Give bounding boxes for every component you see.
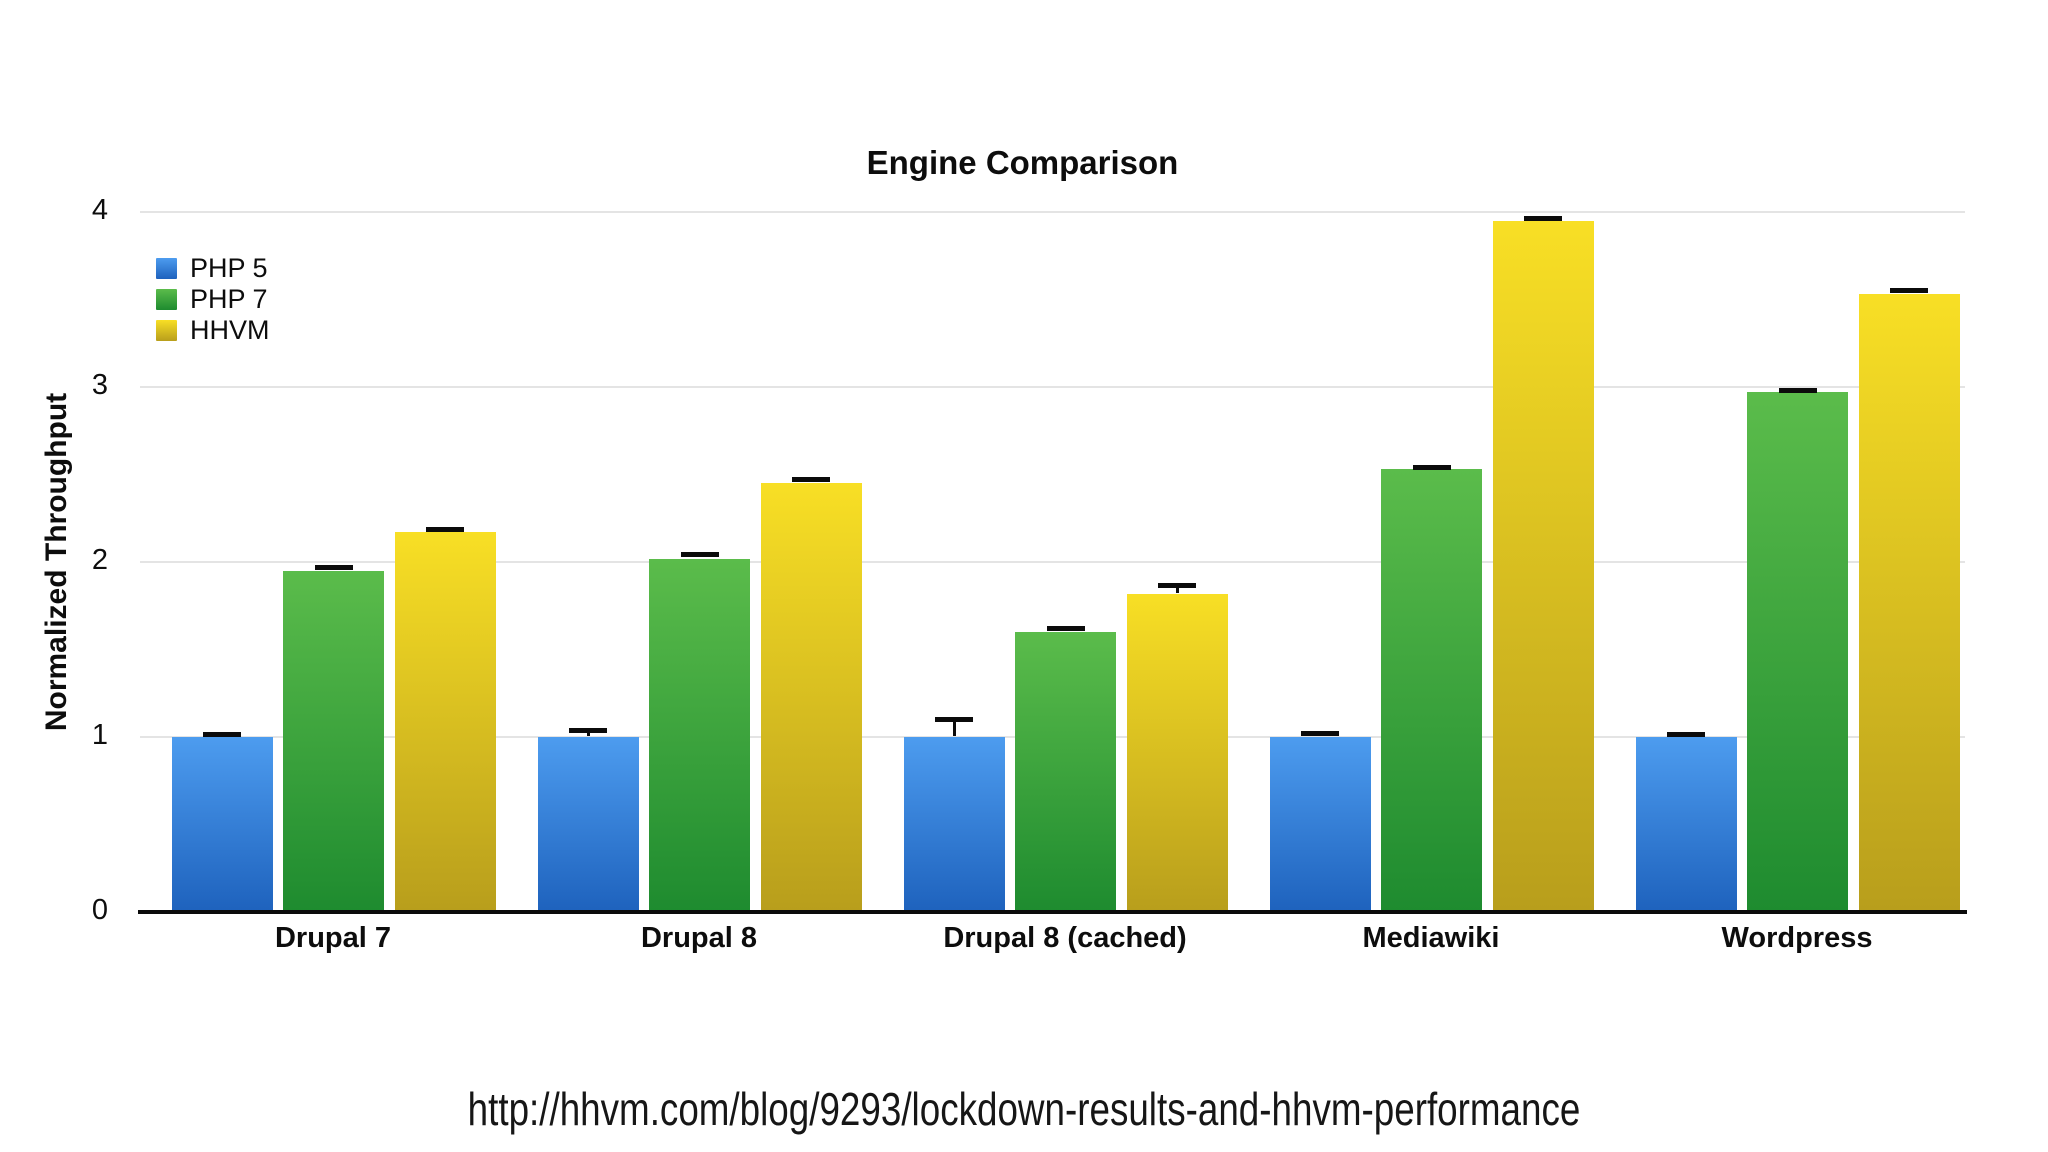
error-bar-cap xyxy=(680,552,719,557)
error-bar-cap xyxy=(569,727,607,733)
error-bar-cap xyxy=(792,476,830,482)
error-bar-cap xyxy=(314,565,353,571)
error-bar-cap xyxy=(935,716,973,722)
legend-swatch-php-7 xyxy=(156,289,177,310)
plot-area xyxy=(140,211,1965,912)
bar-php-7 xyxy=(283,570,384,912)
y-tick-label: 3 xyxy=(91,369,108,401)
y-tick-label: 0 xyxy=(91,894,108,926)
gridline-3 xyxy=(140,386,1965,388)
x-category-label: Drupal 8 (cached) xyxy=(943,922,1187,954)
error-bar-cap xyxy=(203,732,241,738)
legend-swatch-php-5 xyxy=(156,258,177,279)
bar-hhvm xyxy=(1858,294,1960,912)
x-category-label: Mediawiki xyxy=(1362,922,1500,954)
y-tick-label: 4 xyxy=(91,194,108,226)
error-bar-cap xyxy=(1890,287,1928,293)
bar-php-5 xyxy=(1269,737,1371,912)
x-category-label: Drupal 7 xyxy=(274,922,392,954)
error-bar-cap xyxy=(1778,387,1817,393)
error-bar-stem xyxy=(586,731,590,736)
chart-title: Engine Comparison xyxy=(866,144,1179,181)
gridline-2 xyxy=(140,561,1965,563)
error-bar-cap xyxy=(1046,625,1085,631)
bar-php-5 xyxy=(537,737,639,912)
error-bar-cap xyxy=(1524,216,1562,221)
legend-item-php-7: PHP 7 xyxy=(156,284,270,315)
legend-item-php-5: PHP 5 xyxy=(156,253,270,284)
bar-hhvm xyxy=(1126,593,1228,912)
bar-php-5 xyxy=(171,737,273,912)
x-category-label: Drupal 8 xyxy=(640,922,758,954)
error-bar-cap xyxy=(1158,582,1196,588)
bar-php-7 xyxy=(1015,632,1116,912)
legend-label: HHVM xyxy=(190,315,270,345)
bar-php-7 xyxy=(1381,469,1482,912)
error-bar-cap xyxy=(426,526,464,532)
bar-hhvm xyxy=(760,483,862,912)
error-bar-stem xyxy=(1175,586,1179,593)
y-tick-label: 1 xyxy=(91,719,108,751)
error-bar-cap xyxy=(1301,731,1339,737)
source-url: http://hhvm.com/blog/9293/lockdown-resul… xyxy=(467,1083,1581,1135)
gridline-4 xyxy=(140,211,1965,213)
error-bar-stem xyxy=(952,720,956,736)
bar-php-5 xyxy=(903,737,1005,912)
y-tick-label: 2 xyxy=(91,544,108,576)
legend-label: PHP 7 xyxy=(190,284,268,314)
error-bar-cap xyxy=(1412,464,1451,470)
bar-php-7 xyxy=(1747,392,1848,912)
legend-label: PHP 5 xyxy=(190,253,268,283)
bar-hhvm xyxy=(1492,220,1594,912)
bar-php-7 xyxy=(649,558,750,912)
x-axis-line xyxy=(138,910,1967,914)
legend-item-hhvm: HHVM xyxy=(156,315,270,346)
legend: PHP 5 PHP 7 HHVM xyxy=(156,253,270,346)
bar-php-5 xyxy=(1635,737,1737,912)
bar-hhvm xyxy=(394,532,496,912)
error-bar-cap xyxy=(1667,732,1705,738)
x-category-label: Wordpress xyxy=(1721,922,1873,954)
legend-swatch-hhvm xyxy=(156,320,177,341)
